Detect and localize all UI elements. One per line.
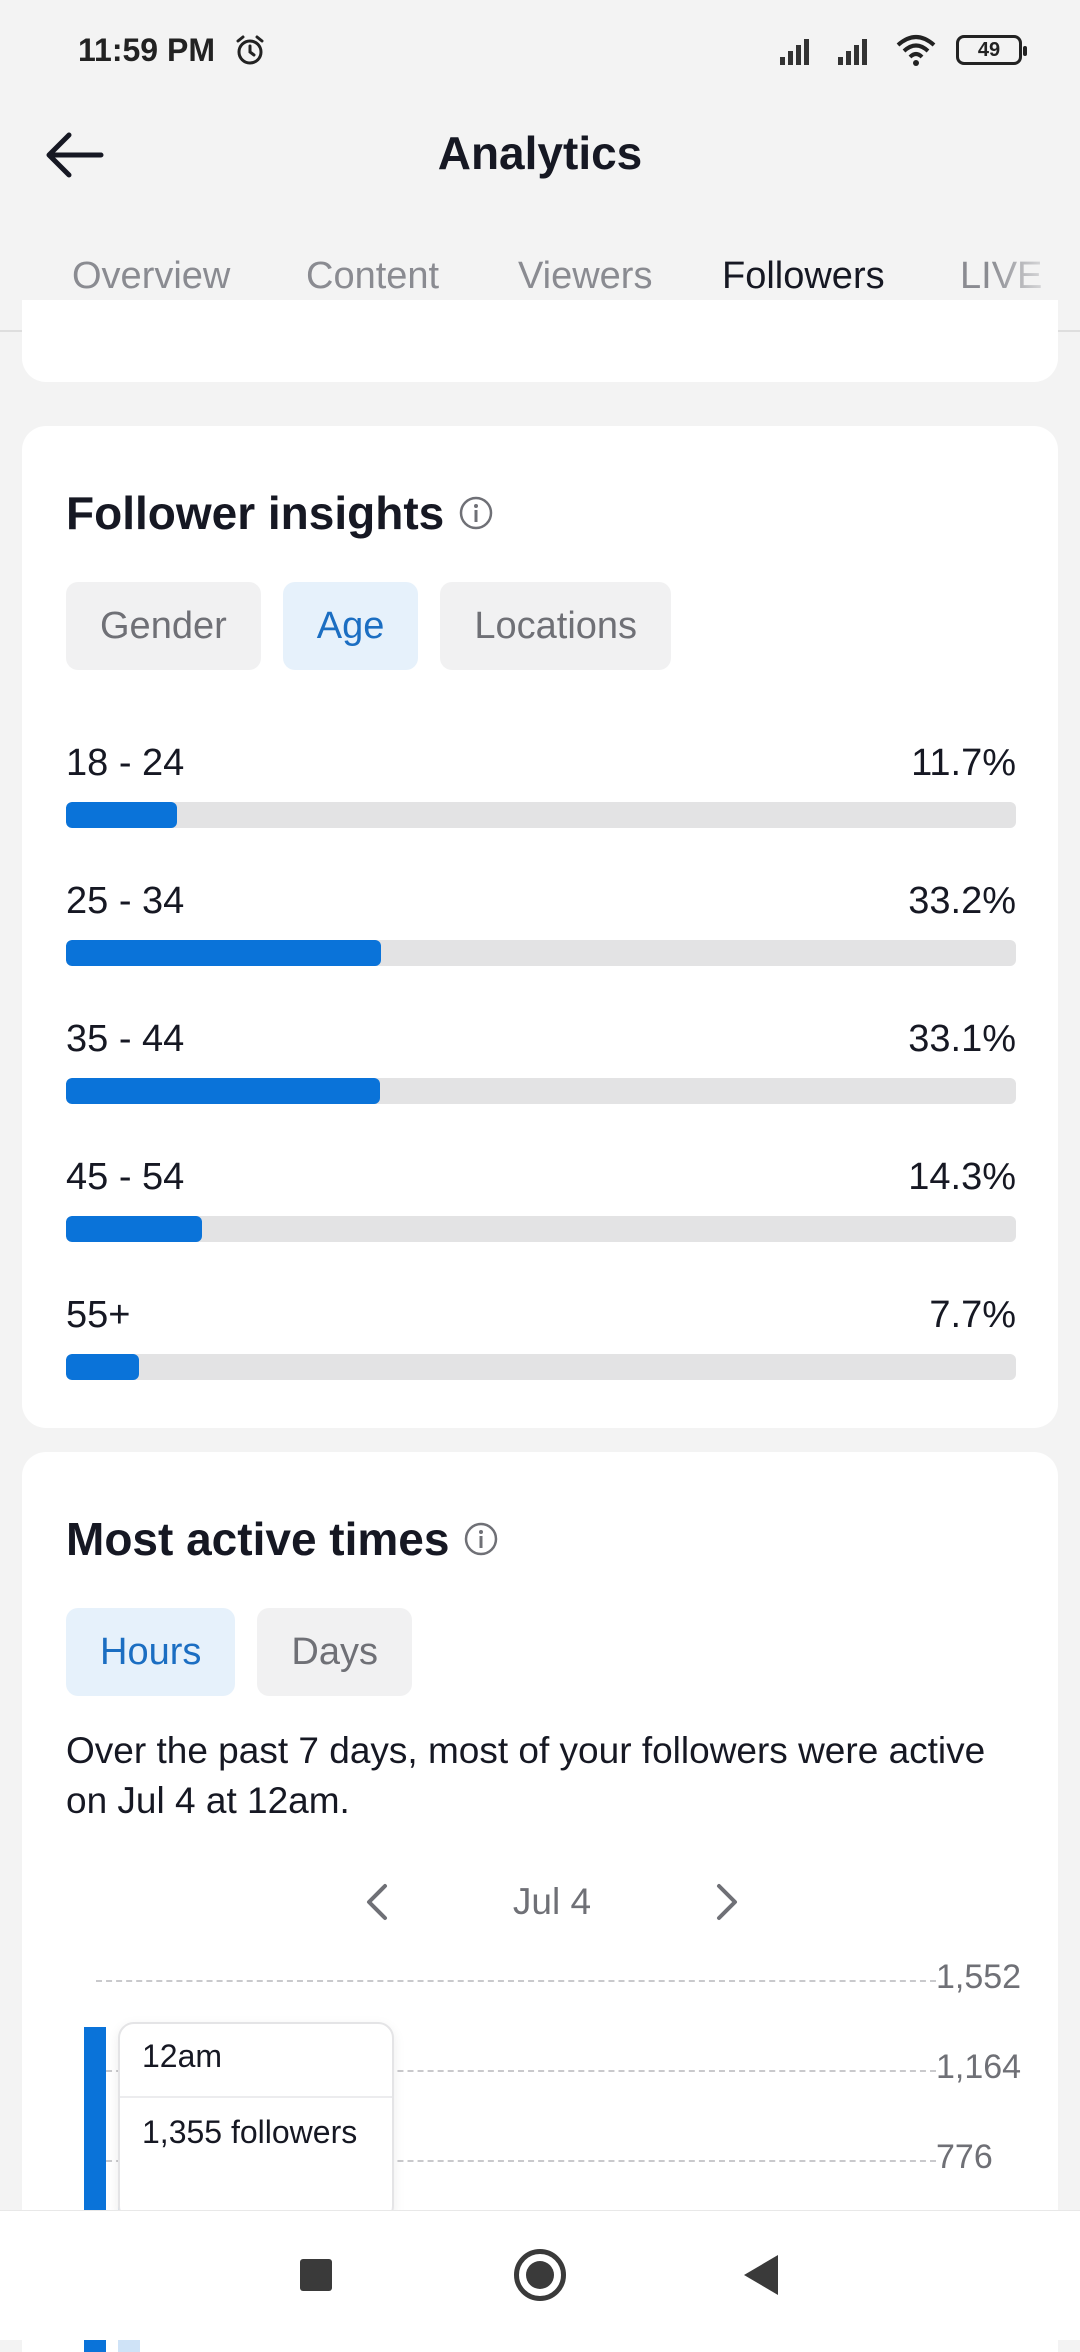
back-button[interactable] (40, 120, 110, 190)
info-icon[interactable] (458, 495, 494, 531)
date-navigator: Jul 4 (352, 1872, 752, 1932)
age-percent: 33.1% (908, 1018, 1016, 1060)
age-percent: 7.7% (929, 1294, 1016, 1336)
age-row: 18 - 24 11.7% (66, 742, 1016, 862)
age-label: 45 - 54 (66, 1156, 185, 1198)
battery-icon: 49 (956, 35, 1027, 65)
tooltip-followers: 1,355 followers (142, 2114, 358, 2150)
y-tick-label: 1,164 (936, 2048, 1022, 2086)
age-bar-track (66, 1078, 1016, 1104)
age-bar-fill (66, 1216, 202, 1242)
age-percent: 11.7% (911, 742, 1016, 784)
next-date-button[interactable] (702, 1877, 752, 1927)
age-label: 25 - 34 (66, 880, 185, 922)
age-label: 55+ (66, 1294, 131, 1336)
system-nav-bar (0, 2210, 1080, 2340)
age-bar-track (66, 940, 1016, 966)
y-tick-label: 1,552 (936, 1962, 1022, 1996)
most-active-title: Most active times (66, 1512, 499, 1566)
chip-hours[interactable]: Hours (66, 1608, 236, 1696)
active-times-summary: Over the past 7 days, most of your follo… (66, 1730, 986, 1821)
alarm-icon (236, 35, 264, 65)
age-percent: 14.3% (908, 1156, 1016, 1198)
status-time: 11:59 PM (78, 31, 215, 68)
info-icon[interactable] (463, 1521, 499, 1557)
chart-gridline (96, 1980, 936, 1982)
wifi-icon (896, 35, 936, 66)
previous-date-button[interactable] (352, 1877, 402, 1927)
age-row: 25 - 34 33.2% (66, 880, 1016, 1000)
tab-overview[interactable]: Overview (72, 254, 231, 297)
age-bar-fill (66, 802, 178, 828)
age-row: 35 - 44 33.1% (66, 1018, 1016, 1138)
status-bar: 11:59 PM 49 (0, 0, 1080, 100)
most-active-heading: Most active times (66, 1513, 450, 1565)
app-header: Analytics (0, 100, 1080, 210)
current-date: Jul 4 (512, 1881, 592, 1922)
page-title: Analytics (437, 127, 643, 179)
arrow-left-icon (46, 132, 104, 178)
insights-filter-chips: Gender Age Locations (66, 582, 672, 670)
chart-tooltip: 12am 1,355 followers (118, 2022, 394, 2222)
status-right: 49 (778, 33, 1027, 67)
battery-level: 49 (977, 38, 1001, 61)
chart-gridline (96, 2160, 936, 2162)
chip-days[interactable]: Days (257, 1608, 412, 1696)
active-times-filter-chips: Hours Days (66, 1608, 412, 1696)
age-row: 55+ 7.7% (66, 1294, 1016, 1414)
age-bar-track (66, 1354, 1016, 1380)
age-bar-track (66, 1216, 1016, 1242)
status-left: 11:59 PM (78, 32, 267, 69)
most-active-times-card: Most active times Hours Days Over the pa… (22, 1452, 1058, 2352)
age-bar-fill (66, 1078, 381, 1104)
signal-icon (780, 39, 809, 65)
tooltip-hour: 12am (142, 2038, 223, 2074)
chart-gridline (96, 2070, 936, 2072)
age-bar-track (66, 802, 1016, 828)
tab-content[interactable]: Content (306, 254, 440, 297)
chip-age[interactable]: Age (282, 582, 419, 670)
follower-insights-heading: Follower insights (66, 487, 445, 539)
follower-insights-card: Follower insights Gender Age Locations 1… (22, 426, 1058, 1428)
chip-locations[interactable]: Locations (440, 582, 672, 670)
tab-viewers[interactable]: Viewers (518, 254, 653, 297)
age-label: 18 - 24 (66, 742, 185, 784)
chevron-right-icon (717, 1884, 737, 1920)
y-tick-label: 776 (936, 2138, 993, 2176)
chip-gender[interactable]: Gender (66, 582, 261, 670)
age-label: 35 - 44 (66, 1018, 185, 1060)
age-row: 45 - 54 14.3% (66, 1156, 1016, 1276)
back-triangle-icon[interactable] (744, 2255, 778, 2295)
home-circle-icon[interactable] (514, 2249, 566, 2301)
tooltip-divider (120, 2096, 392, 2098)
age-percent: 33.2% (908, 880, 1016, 922)
previous-card (22, 300, 1058, 382)
follower-insights-title: Follower insights (66, 486, 494, 540)
recents-square-icon[interactable] (300, 2259, 332, 2291)
age-bar-fill (66, 940, 382, 966)
signal-icon (838, 39, 867, 65)
chevron-left-icon (367, 1884, 387, 1920)
tab-followers[interactable]: Followers (722, 254, 885, 297)
age-bar-fill (66, 1354, 140, 1380)
